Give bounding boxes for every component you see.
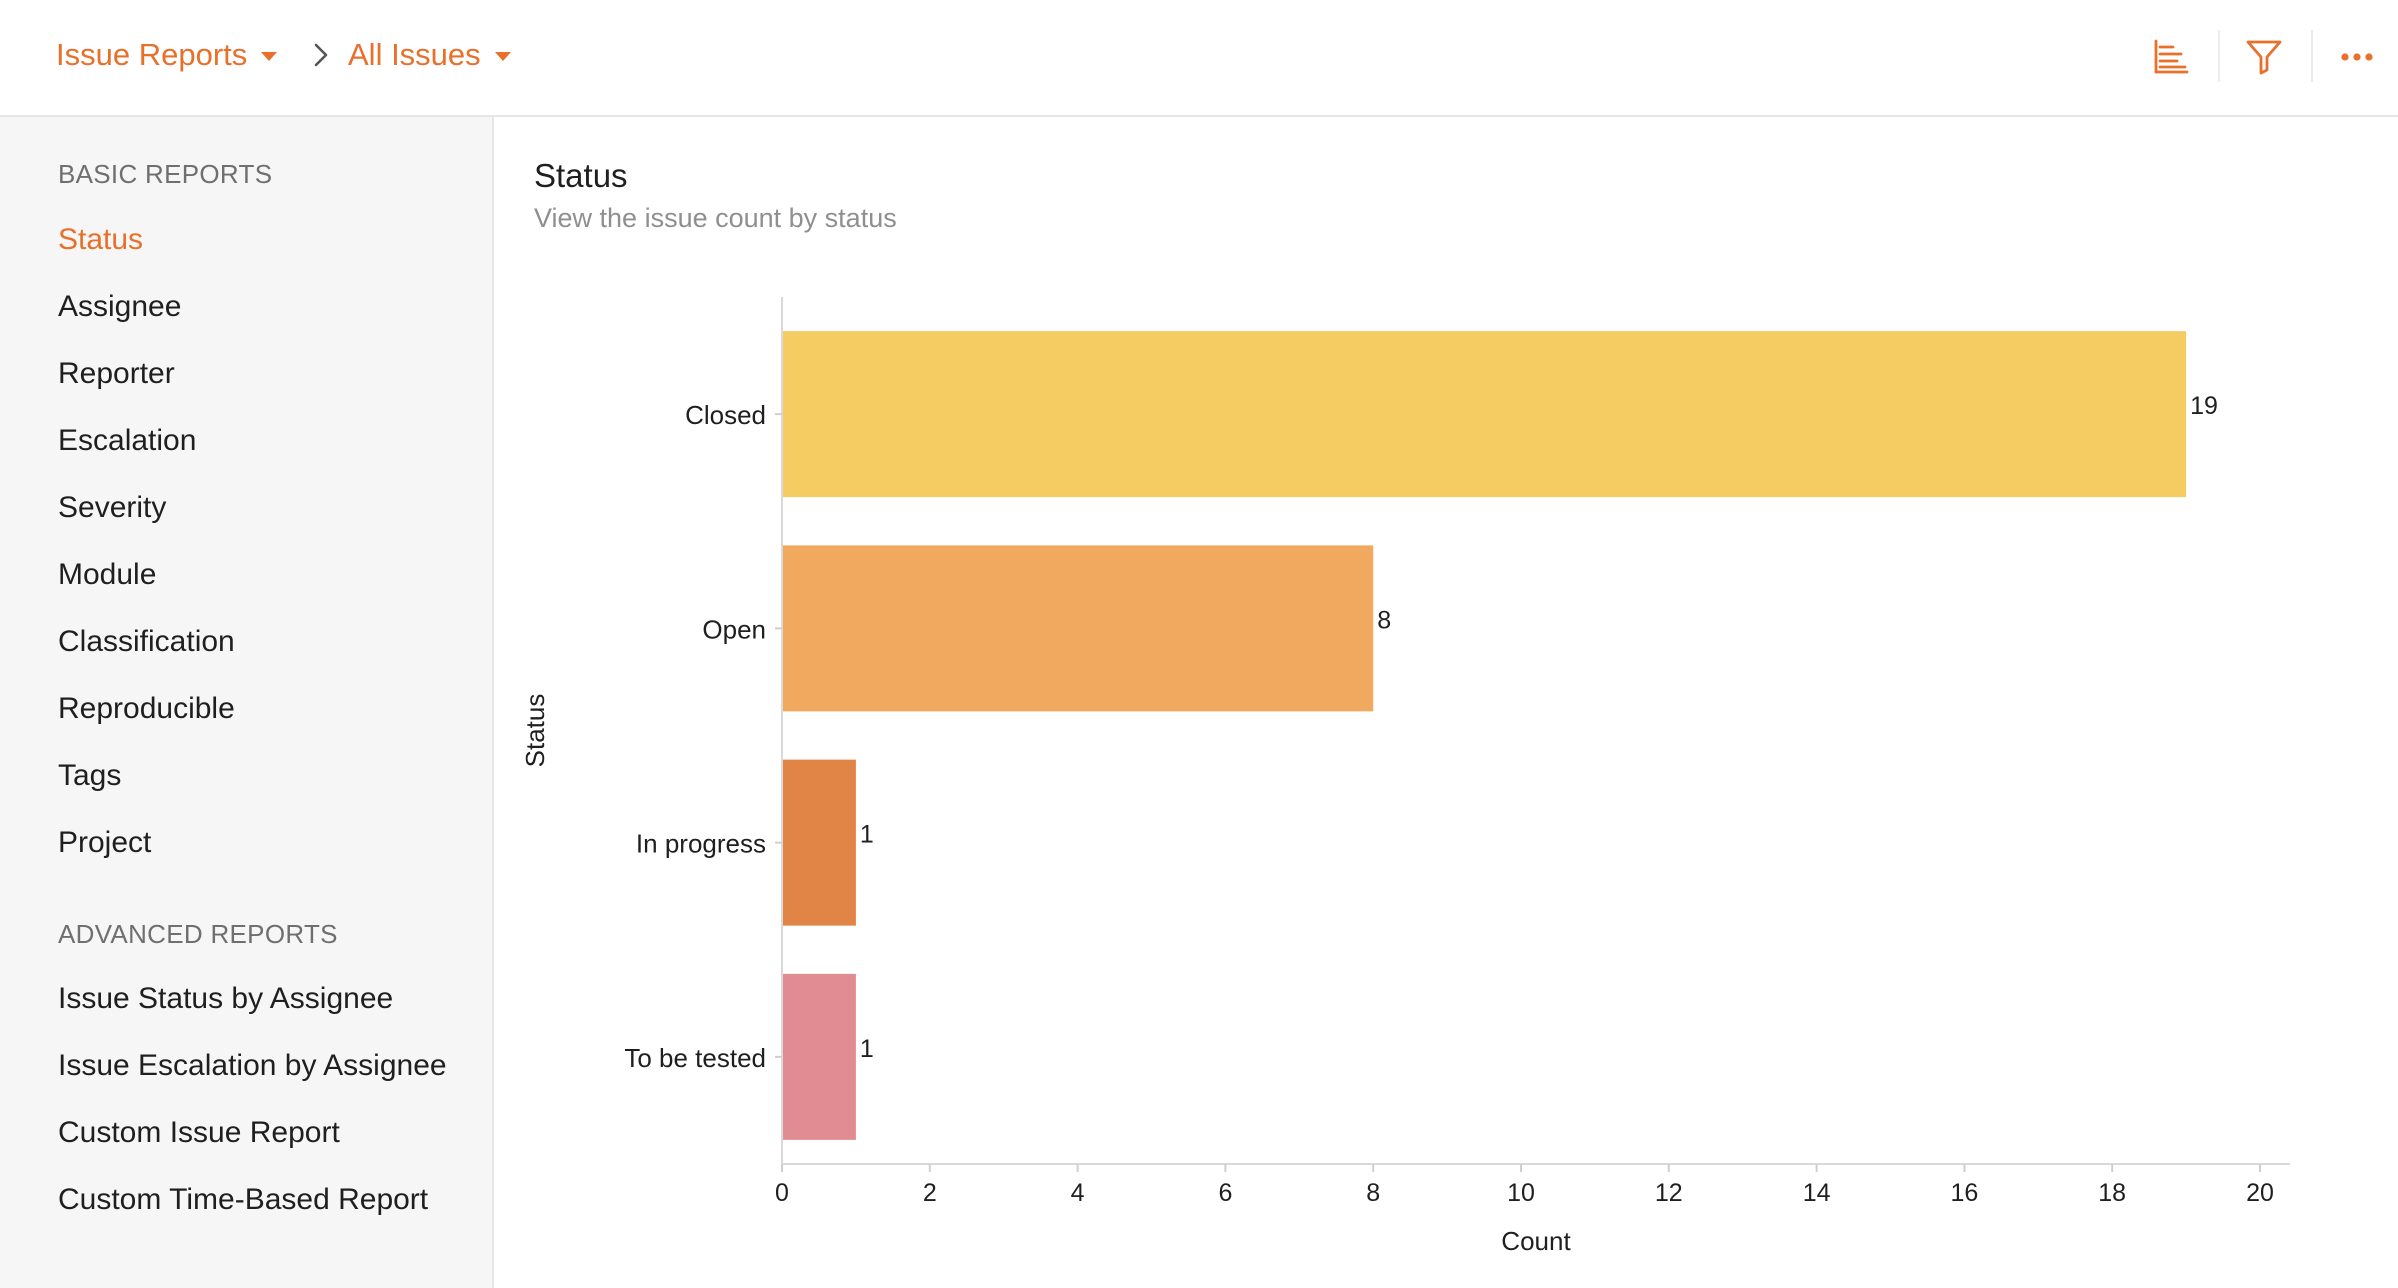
bar-0 — [783, 331, 2187, 498]
data-label: 1 — [860, 1035, 874, 1063]
sidebar-item-assignee[interactable]: Assignee — [58, 290, 182, 323]
sidebar-item-project[interactable]: Project — [58, 826, 152, 859]
sidebar-item-severity[interactable]: Severity — [58, 491, 167, 524]
x-tick-label: 16 — [1950, 1179, 1978, 1207]
breadcrumb-current-label: All Issues — [348, 37, 481, 72]
more-icon — [2341, 53, 2373, 61]
x-axis-title: Count — [1501, 1226, 1571, 1256]
sidebar-item-issue-status-by-assignee[interactable]: Issue Status by Assignee — [58, 982, 394, 1015]
caret-down-icon — [261, 52, 278, 61]
toolbar-divider — [2218, 30, 2220, 82]
toolbar-divider — [2311, 30, 2313, 82]
sidebar: BASIC REPORTS Status Assignee Reporter E… — [0, 117, 494, 1288]
x-tick-label: 0 — [775, 1179, 789, 1207]
sidebar-item-classification[interactable]: Classification — [58, 625, 235, 658]
advanced-reports-heading: ADVANCED REPORTS — [58, 919, 338, 949]
y-tick-label: Open — [702, 614, 766, 644]
breadcrumb-root-label: Issue Reports — [56, 37, 248, 72]
bar-1 — [783, 545, 1374, 712]
bar-chart-icon — [2154, 39, 2189, 74]
report-content: Status View the issue count by status Cl… — [494, 117, 2398, 1288]
sidebar-item-reproducible[interactable]: Reproducible — [58, 692, 235, 725]
sidebar-item-custom-issue-report[interactable]: Custom Issue Report — [58, 1116, 340, 1149]
sidebar-item-issue-escalation-by-assignee[interactable]: Issue Escalation by Assignee — [58, 1049, 447, 1082]
sidebar-item-escalation[interactable]: Escalation — [58, 424, 197, 457]
x-tick-label: 4 — [1071, 1179, 1085, 1207]
report-subtitle: View the issue count by status — [534, 203, 897, 233]
sidebar-item-module[interactable]: Module — [58, 558, 157, 591]
x-tick-label: 10 — [1507, 1179, 1535, 1207]
caret-down-icon — [494, 52, 511, 61]
filter-button[interactable] — [2237, 30, 2291, 84]
x-tick-label: 18 — [2098, 1179, 2126, 1207]
x-tick-label: 2 — [923, 1179, 937, 1207]
y-tick-label: Closed — [685, 400, 766, 430]
y-axis-title: Status — [520, 694, 550, 768]
breadcrumb-all-issues[interactable]: All Issues — [348, 30, 511, 80]
data-label: 8 — [1377, 606, 1391, 634]
y-tick-label: To be tested — [624, 1043, 766, 1073]
x-tick-label: 6 — [1218, 1179, 1232, 1207]
sidebar-item-reporter[interactable]: Reporter — [58, 357, 175, 390]
more-options-button[interactable] — [2330, 30, 2384, 84]
y-tick-label: In progress — [636, 829, 766, 859]
sidebar-item-status[interactable]: Status — [58, 223, 144, 256]
x-tick-label: 14 — [1803, 1179, 1831, 1207]
x-tick-label: 8 — [1366, 1179, 1380, 1207]
bar-2 — [783, 759, 856, 926]
breadcrumb-issue-reports[interactable]: Issue Reports — [56, 30, 278, 80]
sidebar-item-custom-time-based-report[interactable]: Custom Time-Based Report — [58, 1183, 429, 1216]
chevron-right-icon — [314, 43, 328, 67]
sidebar-item-tags[interactable]: Tags — [58, 759, 122, 792]
report-title: Status — [534, 157, 628, 194]
data-label: 1 — [860, 821, 874, 849]
top-bar: Issue Reports All Issues — [0, 0, 2398, 117]
x-tick-label: 12 — [1655, 1179, 1683, 1207]
data-label: 19 — [2190, 392, 2218, 420]
bar-3 — [783, 973, 856, 1140]
basic-reports-heading: BASIC REPORTS — [58, 159, 273, 189]
chart-type-button[interactable] — [2144, 30, 2198, 84]
x-tick-label: 20 — [2246, 1179, 2274, 1207]
filter-icon — [2246, 40, 2282, 75]
